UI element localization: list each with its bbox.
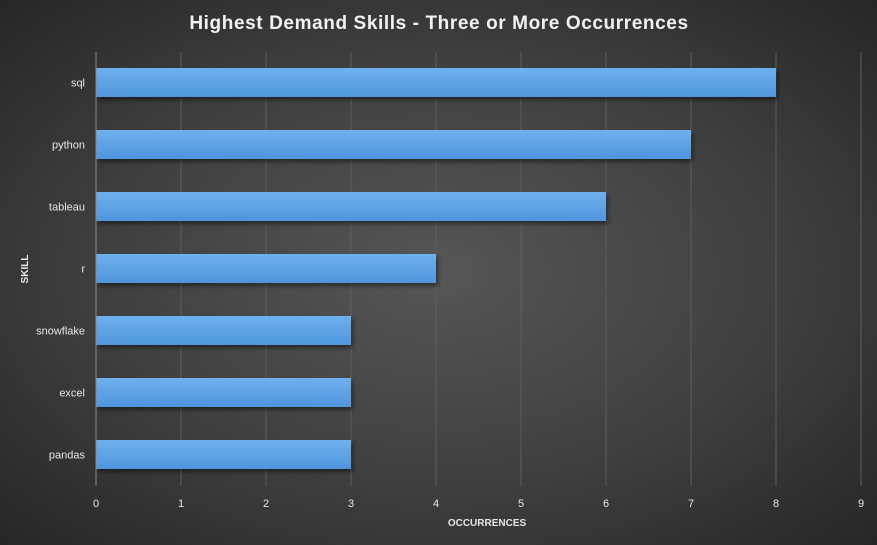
x-tick-label: 9	[858, 498, 864, 510]
x-tick-label: 7	[688, 498, 694, 510]
x-tick-label: 5	[518, 498, 524, 510]
x-tick-label: 6	[603, 498, 609, 510]
y-tick-label: excel	[59, 388, 85, 400]
bar-snowflake	[96, 316, 351, 345]
x-tick-label: 1	[178, 498, 184, 510]
x-tick-label: 4	[433, 498, 439, 510]
bar-tableau	[96, 192, 606, 221]
bars	[96, 68, 776, 469]
y-axis-title: SKILL	[20, 255, 31, 284]
chart-title: Highest Demand Skills - Three or More Oc…	[189, 13, 688, 34]
x-tick-labels: 0 1 2 3 4 5 6 7 8 9	[93, 498, 864, 510]
x-axis-title: OCCURRENCES	[448, 518, 527, 529]
x-tick-label: 2	[263, 498, 269, 510]
y-tick-label: sql	[71, 78, 85, 90]
bar-pandas	[96, 440, 351, 469]
x-tick-label: 0	[93, 498, 99, 510]
y-tick-label: python	[52, 140, 85, 152]
bar-excel	[96, 378, 351, 407]
y-tick-label: snowflake	[36, 326, 85, 338]
x-tick-label: 3	[348, 498, 354, 510]
y-tick-label: tableau	[49, 202, 85, 214]
y-tick-label: r	[81, 264, 85, 276]
bar-python	[96, 130, 691, 159]
bar-sql	[96, 68, 776, 97]
bar-r	[96, 254, 436, 283]
y-tick-label: pandas	[49, 450, 86, 462]
y-tick-labels: sql python tableau r snowflake excel pandas	[36, 78, 85, 462]
x-tick-label: 8	[773, 498, 779, 510]
gridlines	[180, 52, 862, 486]
